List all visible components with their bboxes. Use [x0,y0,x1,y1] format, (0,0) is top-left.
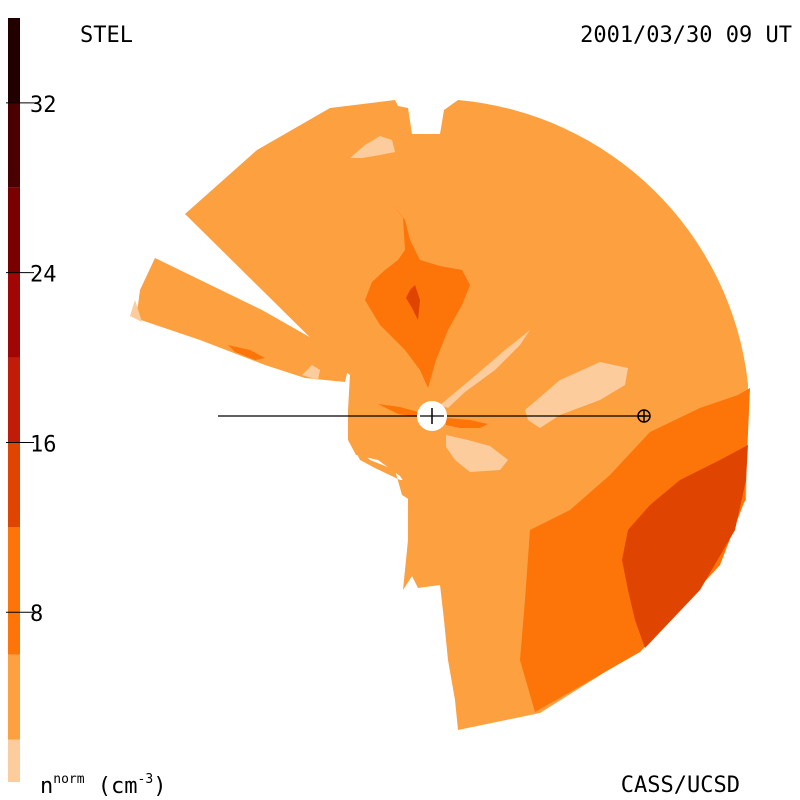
colorbar-band-8 [8,18,20,103]
density-region-light-top [350,136,395,158]
colorbar-band-3 [8,442,20,528]
density-region-west-streamer [378,404,418,417]
density-region-east-streamer [446,418,488,428]
density-region-ray [135,258,350,382]
density-region-base [185,100,748,730]
colorbar-band-1 [8,654,20,740]
colorbar-label-base: n [40,774,53,799]
earth-symbol [637,409,651,423]
density-region-ray-tip [130,300,142,322]
colorbar-band-6 [8,187,20,273]
colorbar-tick-label-3: 32 [30,93,57,118]
colorbar-band-2 [8,527,20,655]
density-region-light-east [525,362,628,428]
credit-label: CASS/UCSD [621,773,740,798]
sun-center [417,401,447,431]
density-region-dark-rim [622,445,748,648]
timestamp-label: 2001/03/30 09 UT [580,23,792,48]
plot-title: STEL [80,23,133,48]
density-region-light-west-ray [302,365,320,380]
colorbar-band-5 [8,272,20,358]
colorbar-tick-label-0: 8 [30,602,43,627]
colorbar-tick-label-2: 24 [30,263,57,288]
density-region-light-south [446,435,508,472]
density-field [130,100,750,730]
colorbar-band-0 [8,739,20,782]
colorbar-ticks: 8 16 24 32 [6,93,57,627]
density-region-light-ne-ray [440,330,530,408]
colorbar-tick-label-1: 16 [30,432,57,457]
density-region-north-core [406,285,420,320]
colorbar-label-unit-sup: -3 [138,772,154,787]
colorbar-label-sup: norm [53,772,84,787]
density-region-small-medium [228,345,265,360]
colorbar-band-4 [8,357,20,443]
colorbar-band-7 [8,102,20,188]
colorbar-label-unit-open: (cm [85,774,138,799]
density-region-lower-strip [350,440,410,500]
colorbar-label: nnorm (cm-3) [40,772,166,799]
colorbar [8,18,20,782]
colorbar-label-unit-close: ) [153,774,166,799]
